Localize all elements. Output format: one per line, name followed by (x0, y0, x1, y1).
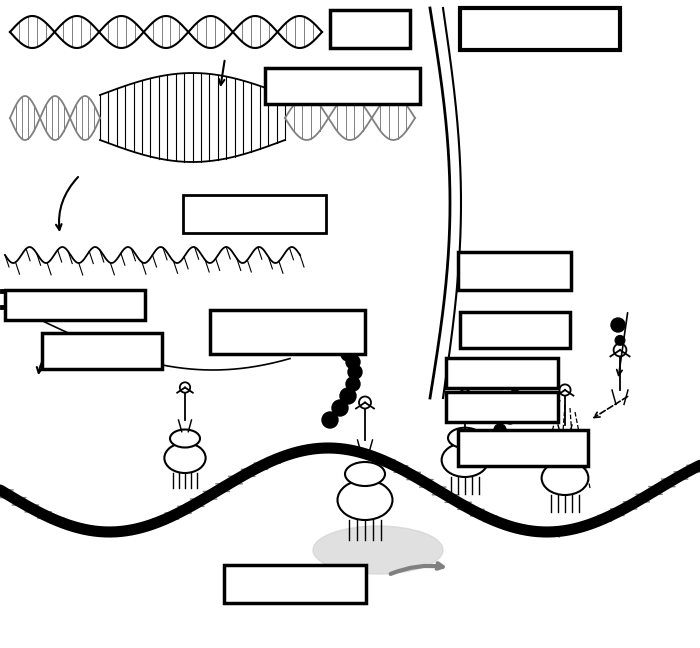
Bar (42, 333, 162, 369)
Bar (5, 290, 145, 320)
Circle shape (614, 343, 626, 356)
Ellipse shape (164, 443, 206, 473)
Ellipse shape (548, 446, 582, 466)
Circle shape (348, 365, 362, 379)
Bar (210, 310, 365, 354)
Circle shape (504, 412, 516, 424)
Circle shape (559, 384, 570, 395)
Circle shape (494, 424, 506, 436)
Circle shape (341, 347, 355, 361)
Ellipse shape (313, 526, 443, 574)
Circle shape (340, 388, 356, 404)
Circle shape (509, 390, 521, 402)
Bar (330, 10, 410, 48)
Bar (446, 392, 558, 422)
Bar (460, 312, 570, 348)
Circle shape (180, 382, 190, 393)
Circle shape (615, 336, 625, 345)
Circle shape (611, 318, 625, 332)
Bar (265, 68, 420, 104)
Ellipse shape (337, 480, 393, 520)
Ellipse shape (448, 428, 482, 448)
Bar (460, 8, 620, 50)
Circle shape (322, 412, 338, 428)
Bar (446, 358, 558, 388)
Ellipse shape (170, 430, 200, 448)
Circle shape (459, 389, 470, 400)
Circle shape (346, 377, 360, 391)
Bar (458, 430, 588, 466)
Bar (458, 252, 571, 290)
Circle shape (332, 400, 348, 416)
Ellipse shape (542, 461, 589, 495)
Circle shape (346, 355, 360, 369)
Ellipse shape (442, 443, 489, 477)
Ellipse shape (345, 462, 385, 486)
Circle shape (359, 397, 371, 408)
Bar (224, 565, 366, 603)
Circle shape (509, 401, 521, 413)
Bar (183, 195, 326, 233)
